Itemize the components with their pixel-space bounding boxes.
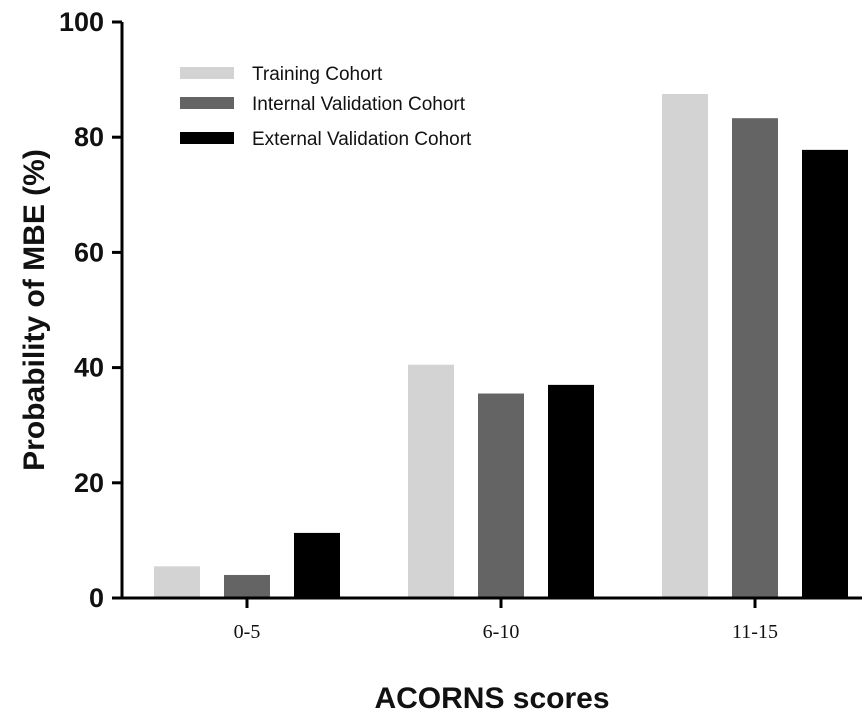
y-tick-label: 0 — [89, 583, 104, 613]
bars-group — [154, 94, 848, 598]
legend-swatch — [180, 67, 234, 79]
legend: Training Cohort Internal Validation Cohor… — [180, 64, 472, 150]
bar — [662, 94, 708, 598]
y-tick-label: 20 — [74, 468, 104, 498]
bar — [548, 385, 594, 598]
legend-swatch — [180, 132, 234, 144]
x-tick-label: 6-10 — [483, 621, 520, 643]
bar — [802, 150, 848, 598]
x-ticks-group: 0-5 6-10 11-15 — [234, 598, 778, 643]
y-ticks-group: 0 20 40 60 80 100 — [59, 7, 122, 613]
legend-swatch — [180, 97, 234, 109]
x-axis-title: ACORNS scores — [374, 682, 609, 715]
legend-label: Internal Validation Cohort — [252, 94, 466, 115]
bar — [154, 566, 200, 598]
y-tick-label: 80 — [74, 122, 104, 152]
legend-label: Training Cohort — [252, 64, 383, 85]
y-tick-label: 100 — [59, 7, 104, 37]
bar — [478, 394, 524, 598]
x-tick-label: 11-15 — [732, 621, 778, 643]
legend-label: External Validation Cohort — [252, 129, 472, 150]
bar — [224, 575, 270, 598]
bar — [294, 533, 340, 598]
x-tick-label: 0-5 — [234, 621, 261, 643]
bar — [408, 365, 454, 598]
bar — [732, 118, 778, 598]
y-axis-title: Probability of MBE (%) — [18, 149, 51, 471]
y-tick-label: 40 — [74, 353, 104, 383]
y-tick-label: 60 — [74, 237, 104, 267]
